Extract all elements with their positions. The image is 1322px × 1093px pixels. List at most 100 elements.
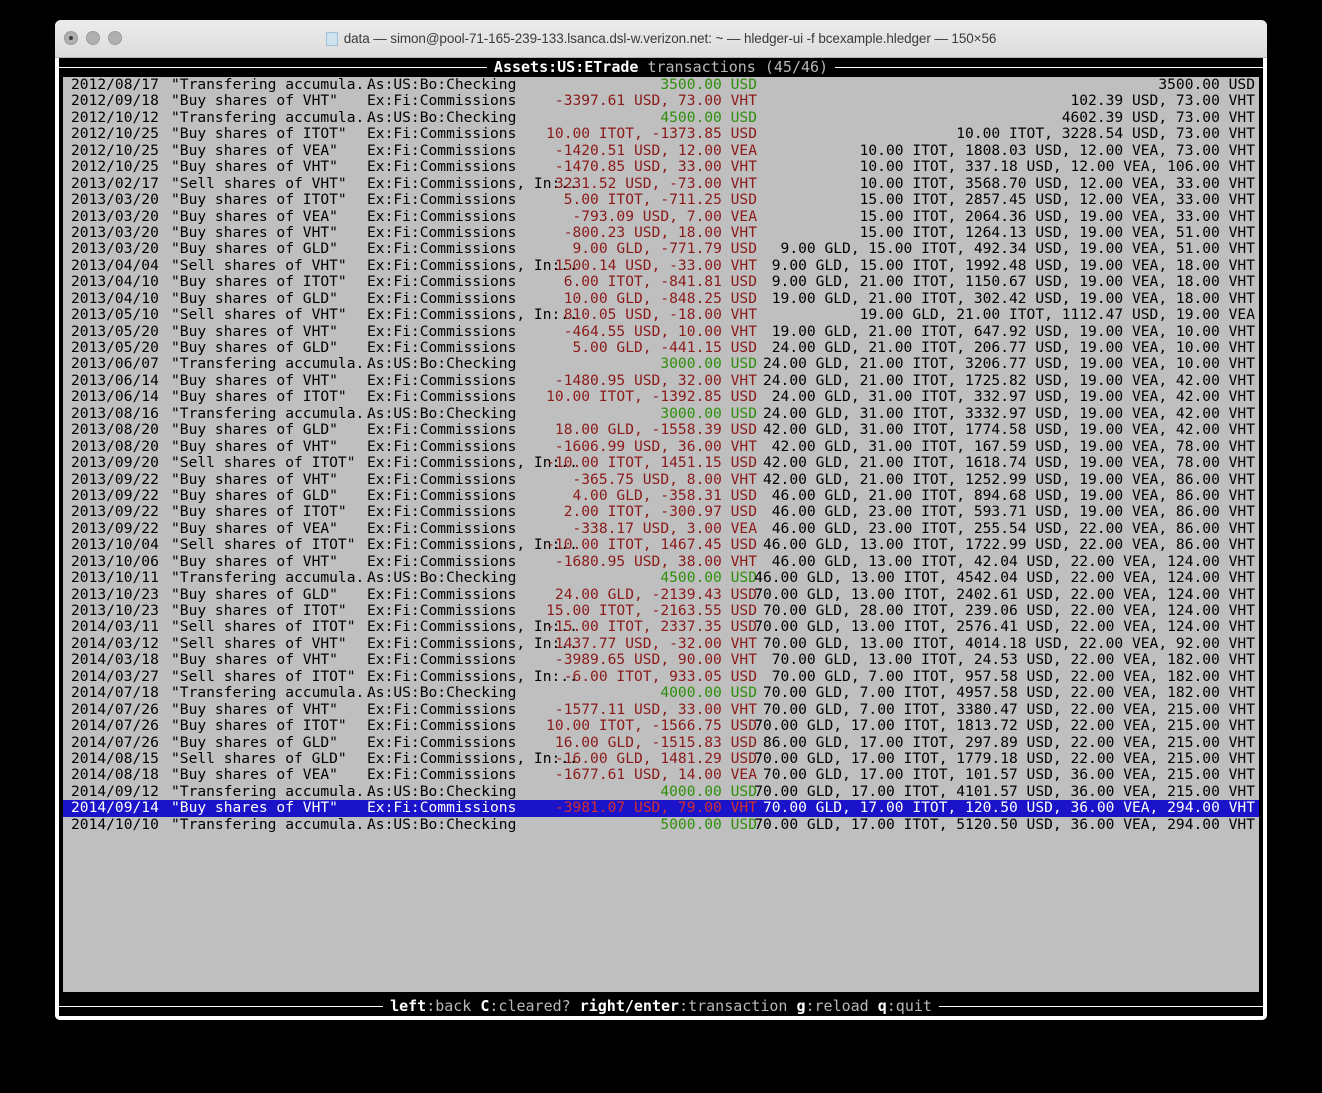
transaction-row[interactable]: 2013/08/20 "Buy shares of GLD" Ex:Fi:Commi… — [63, 421, 1259, 439]
transaction-description: "Buy shares of ITOT" — [171, 273, 347, 291]
footer-key: C — [480, 997, 490, 1015]
minimize-button[interactable] — [86, 31, 100, 45]
terminal-window: data — simon@pool-71-165-239-133.lsanca.… — [55, 20, 1267, 1020]
transaction-account: Ex:Fi:Commissions — [367, 700, 517, 718]
transaction-account: As:US:Bo:Checking — [367, 108, 517, 126]
transaction-account: Ex:Fi:Commissions — [367, 799, 517, 817]
transaction-row[interactable]: 2013/05/20 "Buy shares of VHT" Ex:Fi:Commi… — [63, 322, 1259, 340]
transaction-row[interactable]: 2013/10/23 "Buy shares of ITOT" Ex:Fi:Comm… — [63, 602, 1259, 619]
transaction-row[interactable]: 2013/08/20 "Buy shares of VHT" Ex:Fi:Commi… — [63, 438, 1259, 455]
transaction-row[interactable]: 2013/09/22 "Buy shares of VEA" Ex:Fi:Commi… — [63, 519, 1259, 537]
transaction-row[interactable]: 2013/04/04 "Sell shares of VHT" Ex:Fi:Comm… — [63, 256, 1259, 274]
transaction-row[interactable]: 2013/04/10 "Buy shares of ITOT" Ex:Fi:Comm… — [63, 273, 1259, 291]
transaction-date: 2014/07/26 — [71, 700, 159, 718]
transaction-description: "Sell shares of VHT" — [171, 306, 347, 324]
transaction-row[interactable]: 2012/09/18 "Buy shares of VHT" Ex:Fi:Commi… — [63, 92, 1259, 110]
transaction-account: Ex:Fi:Commissions, In:.. — [367, 454, 578, 472]
transaction-row[interactable]: 2013/09/22 "Buy shares of ITOT" Ex:Fi:Comm… — [63, 503, 1259, 520]
transaction-row[interactable]: 2012/10/25 "Buy shares of VEA" Ex:Fi:Commi… — [63, 142, 1259, 159]
transaction-date: 2013/03/20 — [71, 191, 159, 209]
transaction-date: 2012/10/25 — [71, 125, 159, 143]
transaction-amount: 18.00 GLD, -1558.39 USD — [554, 421, 757, 439]
transaction-amount: -464.55 USD, 10.00 VHT — [563, 322, 757, 340]
transaction-date: 2013/06/14 — [71, 388, 159, 406]
transaction-date: 2013/09/22 — [71, 486, 159, 504]
transaction-date: 2013/10/06 — [71, 552, 159, 570]
transaction-row[interactable]: 2013/03/20 "Buy shares of VHT" Ex:Fi:Commi… — [63, 223, 1259, 241]
transaction-row[interactable]: 2014/07/26 "Buy shares of GLD" Ex:Fi:Commi… — [63, 733, 1259, 751]
transaction-row[interactable]: 2014/03/11 "Sell shares of ITOT" Ex:Fi:Com… — [63, 618, 1259, 635]
transaction-balance: 10.00 ITOT, 337.18 USD, 12.00 VEA, 106.0… — [859, 158, 1255, 176]
transaction-row[interactable]: 2014/08/18 "Buy shares of VEA" Ex:Fi:Commi… — [63, 766, 1259, 784]
transaction-row[interactable]: 2013/10/06 "Buy shares of VHT" Ex:Fi:Commi… — [63, 552, 1259, 570]
transaction-description: "Buy shares of GLD" — [171, 240, 338, 258]
transaction-amount: -1480.95 USD, 32.00 VHT — [554, 371, 757, 389]
transaction-row[interactable]: 2014/07/26 "Buy shares of ITOT" Ex:Fi:Comm… — [63, 717, 1259, 735]
transaction-row[interactable]: 2013/09/22 "Buy shares of GLD" Ex:Fi:Commi… — [63, 486, 1259, 504]
transaction-row[interactable]: 2013/02/17 "Sell shares of VHT" Ex:Fi:Comm… — [63, 175, 1259, 192]
transaction-balance: 70.00 GLD, 13.00 ITOT, 2402.61 USD, 22.0… — [754, 585, 1255, 603]
transaction-row[interactable]: 2013/05/10 "Sell shares of VHT" Ex:Fi:Comm… — [63, 306, 1259, 324]
transaction-balance: 102.39 USD, 73.00 VHT — [1070, 92, 1255, 110]
status-bar: left:back C:cleared? right/enter:transac… — [59, 997, 1263, 1016]
transaction-row[interactable]: 2014/09/12 "Transfering accumula.. As:US:B… — [63, 782, 1259, 800]
transaction-account: Ex:Fi:Commissions, In:.. — [367, 256, 578, 274]
transaction-row[interactable]: 2014/03/12 "Sell shares of VHT" Ex:Fi:Comm… — [63, 634, 1259, 652]
transaction-row[interactable]: 2014/08/15 "Sell shares of GLD" Ex:Fi:Comm… — [63, 750, 1259, 767]
transaction-row[interactable]: 2013/04/10 "Buy shares of GLD" Ex:Fi:Commi… — [63, 290, 1259, 307]
transaction-balance: 24.00 GLD, 31.00 ITOT, 332.97 USD, 19.00… — [771, 388, 1255, 406]
transaction-date: 2013/10/11 — [71, 569, 159, 587]
transaction-row[interactable]: 2012/08/17 "Transfering accumula.. As:US:B… — [63, 77, 1259, 93]
transaction-row[interactable]: 2013/05/20 "Buy shares of GLD" Ex:Fi:Commi… — [63, 339, 1259, 356]
transaction-row[interactable]: 2013/08/16 "Transfering accumula.. As:US:B… — [63, 404, 1259, 422]
transaction-description: "Buy shares of VHT" — [171, 92, 338, 110]
transaction-row[interactable]: 2014/03/18 "Buy shares of VHT" Ex:Fi:Commi… — [63, 651, 1259, 669]
transaction-row[interactable]: 2013/06/14 "Buy shares of ITOT" Ex:Fi:Comm… — [63, 388, 1259, 406]
transaction-row[interactable]: 2014/03/27 "Sell shares of ITOT" Ex:Fi:Com… — [63, 668, 1259, 685]
transaction-row[interactable]: 2014/09/14 "Buy shares of VHT" Ex:Fi:Commi… — [63, 799, 1259, 817]
transaction-description: "Buy shares of VHT" — [171, 371, 338, 389]
transaction-amount: 15.00 ITOT, -2163.55 USD — [546, 602, 757, 619]
transaction-row[interactable]: 2013/10/11 "Transfering accumula.. As:US:B… — [63, 569, 1259, 587]
transaction-row[interactable]: 2012/10/12 "Transfering accumula.. As:US:B… — [63, 108, 1259, 126]
transaction-amount: -1677.61 USD, 14.00 VEA — [554, 766, 757, 784]
transaction-date: 2014/03/18 — [71, 651, 159, 669]
footer-keybindings[interactable]: left:back C:cleared? right/enter:transac… — [383, 997, 939, 1016]
transaction-row[interactable]: 2012/10/25 "Buy shares of VHT" Ex:Fi:Commi… — [63, 158, 1259, 176]
transaction-row[interactable]: 2014/07/18 "Transfering accumula.. As:US:B… — [63, 684, 1259, 701]
transaction-row[interactable]: 2013/06/14 "Buy shares of VHT" Ex:Fi:Commi… — [63, 371, 1259, 389]
transaction-row[interactable]: 2013/03/20 "Buy shares of GLD" Ex:Fi:Commi… — [63, 240, 1259, 258]
transaction-date: 2014/07/26 — [71, 717, 159, 735]
transaction-balance: 70.00 GLD, 7.00 ITOT, 3380.47 USD, 22.00… — [762, 700, 1255, 718]
transaction-description: "Buy shares of ITOT" — [171, 388, 347, 406]
transaction-row[interactable]: 2014/10/10 "Transfering accumula.. As:US:B… — [63, 816, 1259, 833]
document-icon — [325, 31, 338, 46]
transaction-date: 2013/08/20 — [71, 421, 159, 439]
transaction-row[interactable]: 2013/09/22 "Buy shares of VHT" Ex:Fi:Commi… — [63, 471, 1259, 488]
transaction-balance: 46.00 GLD, 23.00 ITOT, 255.54 USD, 22.00… — [771, 519, 1255, 537]
header-account: Assets:US:ETrade — [493, 58, 639, 76]
transaction-row[interactable]: 2013/10/04 "Sell shares of ITOT" Ex:Fi:Com… — [63, 536, 1259, 553]
transaction-account: Ex:Fi:Commissions — [367, 223, 517, 241]
transactions-list[interactable]: 2012/08/17 "Transfering accumula.. As:US:B… — [63, 77, 1259, 992]
window-controls[interactable] — [64, 31, 122, 45]
transaction-row[interactable]: 2013/03/20 "Buy shares of VEA" Ex:Fi:Commi… — [63, 207, 1259, 225]
transaction-row[interactable]: 2014/07/26 "Buy shares of VHT" Ex:Fi:Commi… — [63, 700, 1259, 718]
transaction-amount: -1577.11 USD, 33.00 VHT — [554, 700, 757, 718]
transaction-balance: 3500.00 USD — [1158, 77, 1255, 93]
transaction-row[interactable]: 2013/10/23 "Buy shares of GLD" Ex:Fi:Commi… — [63, 585, 1259, 603]
transaction-row[interactable]: 2013/09/20 "Sell shares of ITOT" Ex:Fi:Com… — [63, 454, 1259, 472]
close-button[interactable] — [64, 31, 78, 45]
transaction-description: "Sell shares of VHT" — [171, 634, 347, 652]
footer-action: :transaction — [679, 997, 788, 1015]
transaction-amount: 4000.00 USD — [660, 782, 757, 800]
transaction-amount: 3000.00 USD — [660, 404, 757, 422]
transaction-account: Ex:Fi:Commissions — [367, 585, 517, 603]
zoom-button[interactable] — [108, 31, 122, 45]
transaction-row[interactable]: 2013/03/20 "Buy shares of ITOT" Ex:Fi:Comm… — [63, 191, 1259, 209]
transaction-row[interactable]: 2013/06/07 "Transfering accumula.. As:US:B… — [63, 355, 1259, 372]
transaction-row[interactable]: 2012/10/25 "Buy shares of ITOT" Ex:Fi:Comm… — [63, 125, 1259, 143]
transaction-date: 2013/03/20 — [71, 207, 159, 225]
window-titlebar[interactable]: data — simon@pool-71-165-239-133.lsanca.… — [55, 20, 1267, 58]
transaction-amount: 16.00 GLD, -1515.83 USD — [554, 733, 757, 751]
